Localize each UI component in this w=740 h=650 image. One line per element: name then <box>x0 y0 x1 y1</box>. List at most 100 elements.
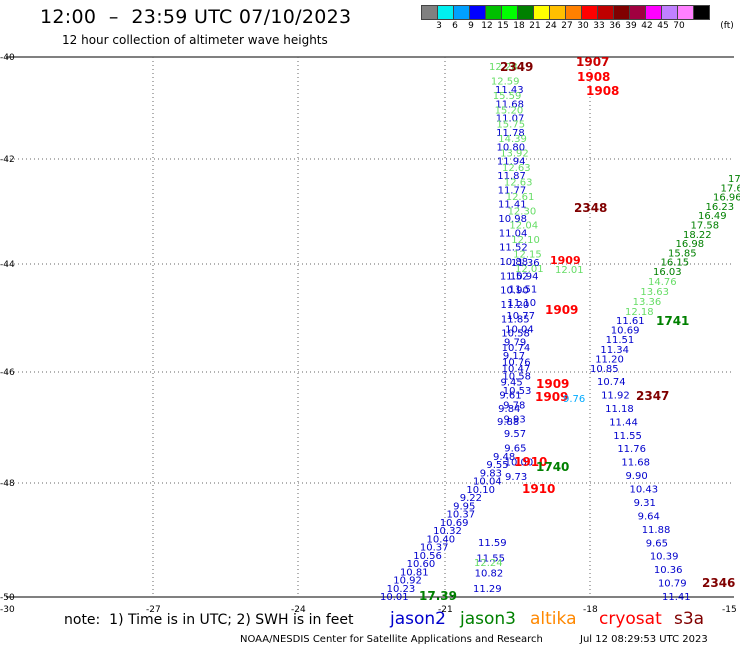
wave-height-value: 9.83 <box>480 468 502 479</box>
wave-height-value: 9.48 <box>493 452 515 463</box>
color-scale-labels: 3 6 9 12 15 18 21 24 27 30 33 36 39 42 45 70 (ft) <box>422 21 734 33</box>
lat-tick-label: -40 <box>0 53 15 63</box>
wave-height-value: 11.20 <box>595 354 624 365</box>
pass-time-label: 1910 <box>514 455 547 469</box>
pass-time-label: 1907 <box>576 55 609 69</box>
wave-height-value: 10.00 <box>505 458 534 469</box>
wave-height-value: 10.90 <box>500 286 529 297</box>
wave-height-value: 12.24 <box>474 558 503 569</box>
wave-height-value: 10.82 <box>475 569 504 580</box>
lon-tick-label: -15 <box>722 605 737 615</box>
lon-tick-label: -27 <box>146 605 161 615</box>
wave-height-value: 9.76 <box>563 394 585 405</box>
wave-height-value: 15.85 <box>668 248 697 259</box>
wave-height-value: 11.55 <box>613 431 642 442</box>
wave-height-value: 15.20 <box>495 105 524 116</box>
wave-height-value: 10.94 <box>510 271 539 282</box>
lat-tick-label: -42 <box>0 155 15 165</box>
wave-height-value: 11.34 <box>600 345 629 356</box>
wave-height-value: 11.43 <box>495 85 524 96</box>
wave-height-value: 10.56 <box>413 551 442 562</box>
scale-label: 70 <box>673 21 685 31</box>
wave-height-value: 10.47 <box>502 364 531 375</box>
wave-height-value: 12.01 <box>515 264 544 275</box>
wave-height-value: 9.78 <box>503 400 525 411</box>
wave-height-value: 12.28 <box>489 62 518 73</box>
legend-jason2: jason2 <box>390 609 446 629</box>
lon-tick-label: -21 <box>438 605 453 615</box>
scale-label: 21 <box>529 21 541 31</box>
wave-height-value: 17.58 <box>691 221 720 232</box>
map-subtitle: 12 hour collection of altimeter wave hei… <box>62 33 328 47</box>
pass-time-label: 1908 <box>577 70 610 84</box>
generated-timestamp: Jul 12 08:29:53 UTC 2023 <box>580 634 708 645</box>
wave-height-value: 10.58 <box>501 329 530 340</box>
wave-height-value: 17 <box>728 174 740 185</box>
pass-time-label: 2347 <box>636 389 669 403</box>
wave-height-value: 12.61 <box>506 192 535 203</box>
lat-tick-label: -46 <box>0 368 15 378</box>
pass-time-label: 1909 <box>536 377 569 391</box>
wave-height-value: 11.51 <box>509 285 538 296</box>
scale-label: 3 <box>436 21 442 31</box>
wave-height-value: 9.45 <box>501 377 523 388</box>
pass-time-label: 2348 <box>574 201 607 215</box>
wave-height-value: 9.73 <box>505 472 527 483</box>
scale-label: 42 <box>641 21 653 31</box>
wave-height-value: 10.01 <box>380 592 409 603</box>
wave-height-value: 10.92 <box>393 576 422 587</box>
wave-height-value: 11.68 <box>621 458 650 469</box>
wave-height-value: 9.22 <box>460 493 482 504</box>
wave-height-value: 11.18 <box>605 404 634 415</box>
wave-height-value: 15.75 <box>496 120 525 131</box>
wave-height-value: 16.15 <box>661 258 690 269</box>
wave-height-value: 9.79 <box>504 338 526 349</box>
wave-height-value: 9.65 <box>504 443 526 454</box>
wave-height-value: 16.03 <box>653 267 682 278</box>
wave-height-value: 9.84 <box>498 404 520 415</box>
legend-cryosat: cryosat <box>599 609 662 629</box>
scale-label: 12 <box>481 21 493 31</box>
wave-height-value: 10.69 <box>440 518 469 529</box>
wave-height-value: 9.61 <box>499 391 521 402</box>
wave-height-value: 11.59 <box>478 538 507 549</box>
footer-note: note: 1) Time is in UTC; 2) SWH is in fe… <box>64 612 354 628</box>
wave-height-value: 10.80 <box>496 142 525 153</box>
wave-height-value: 10.36 <box>654 565 683 576</box>
wave-height-value: 10.10 <box>466 485 495 496</box>
wave-height-value: 16.96 <box>713 193 740 204</box>
wave-height-value: 9.57 <box>504 429 526 440</box>
wave-height-value: 12.04 <box>509 221 538 232</box>
lat-tick-label: -48 <box>0 479 15 489</box>
scale-unit: (ft) <box>720 21 734 31</box>
wave-height-value: 11.41 <box>498 200 527 211</box>
wave-height-value: 10.58 <box>502 372 531 383</box>
scale-label: 36 <box>609 21 621 31</box>
wave-height-value: 10.53 <box>503 386 532 397</box>
wave-height-value: 11.61 <box>616 316 645 327</box>
wave-height-value: 11.85 <box>501 314 530 325</box>
scale-label: 9 <box>468 21 474 31</box>
wave-height-value: 13.92 <box>500 149 529 160</box>
legend-jason3: jason3 <box>460 609 516 629</box>
pass-time-label: 17.39 <box>419 589 457 603</box>
wave-height-value: 14.76 <box>648 277 677 288</box>
wave-height-value: 9.55 <box>486 460 508 471</box>
wave-height-value: 18.22 <box>683 230 712 241</box>
wave-height-value: 11.92 <box>601 390 630 401</box>
wave-height-value: 10.40 <box>427 534 456 545</box>
scale-label: 6 <box>452 21 458 31</box>
wave-height-value: 9.65 <box>646 538 668 549</box>
legend-altika: altika <box>530 609 577 629</box>
pass-time-label: 1741 <box>656 314 689 328</box>
pass-time-label: 1740 <box>536 460 569 474</box>
color-scale <box>421 5 710 20</box>
pass-time-label: 1910 <box>522 482 555 496</box>
scale-label: 45 <box>657 21 669 31</box>
wave-height-value: 17.6 <box>721 183 740 194</box>
scale-label: 27 <box>561 21 573 31</box>
wave-height-value: 12.59 <box>491 76 520 87</box>
lon-tick-label: -30 <box>0 605 15 615</box>
wave-height-value: 11.07 <box>496 114 525 125</box>
